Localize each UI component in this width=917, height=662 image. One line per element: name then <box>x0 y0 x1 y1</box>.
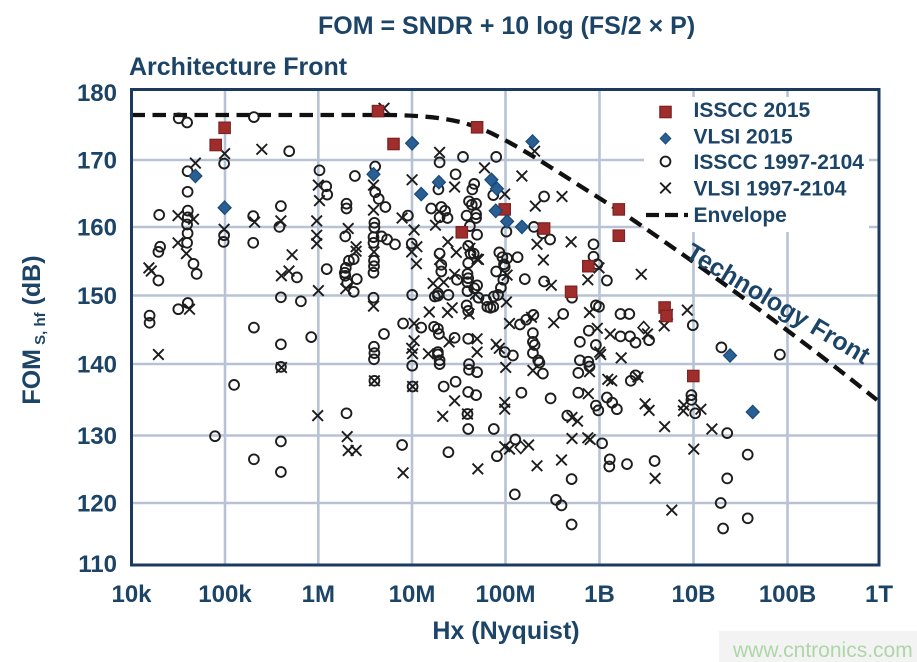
svg-text:VLSI 1997-2104: VLSI 1997-2104 <box>694 178 847 201</box>
svg-text:170: 170 <box>77 148 117 175</box>
svg-text:Envelope: Envelope <box>694 204 787 227</box>
svg-text:1M: 1M <box>302 581 335 608</box>
svg-text:160: 160 <box>77 215 117 242</box>
svg-text:10M: 10M <box>389 581 436 608</box>
svg-text:10k: 10k <box>111 581 152 608</box>
svg-text:140: 140 <box>77 352 117 379</box>
svg-text:Architecture Front: Architecture Front <box>129 53 348 81</box>
svg-text:150: 150 <box>77 283 117 310</box>
svg-text:110: 110 <box>78 551 117 578</box>
svg-text:10B: 10B <box>671 581 715 608</box>
svg-text:www.cntronics.com: www.cntronics.com <box>732 639 913 662</box>
svg-text:180: 180 <box>77 80 117 107</box>
svg-text:Hx (Nyquist): Hx (Nyquist) <box>432 617 579 645</box>
svg-text:120: 120 <box>77 491 117 518</box>
svg-text:1B: 1B <box>584 581 615 608</box>
svg-text:FOM = SNDR + 10 log (FS/2 × P): FOM = SNDR + 10 log (FS/2 × P) <box>318 12 695 40</box>
svg-text:ISSCC 1997-2104: ISSCC 1997-2104 <box>694 151 865 174</box>
svg-text:1T: 1T <box>865 581 893 608</box>
svg-text:100B: 100B <box>759 581 816 608</box>
svg-text:VLSI 2015: VLSI 2015 <box>694 125 794 148</box>
svg-text:130: 130 <box>77 423 117 450</box>
svg-text:ISSCC 2015: ISSCC 2015 <box>694 99 811 122</box>
svg-text:100k: 100k <box>198 581 252 608</box>
svg-text:100M: 100M <box>475 581 535 608</box>
